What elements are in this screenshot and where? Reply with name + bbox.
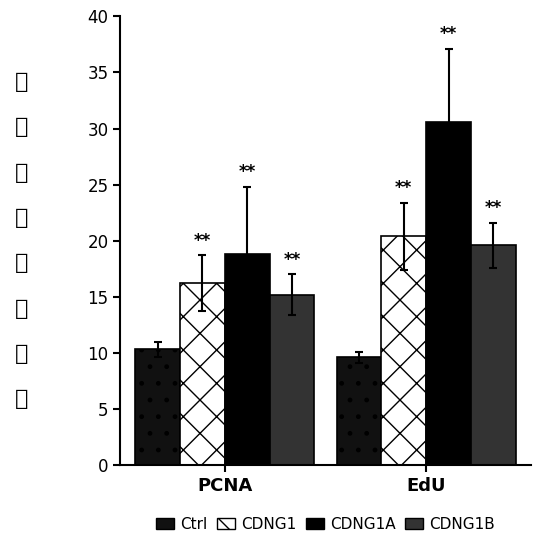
Text: 肌: 肌 — [15, 118, 28, 137]
Bar — [336, 357, 381, 465]
Text: **: ** — [238, 163, 256, 181]
Text: **: ** — [283, 251, 300, 269]
Text: 殖: 殖 — [15, 299, 28, 319]
Text: **: ** — [395, 179, 412, 197]
Text: **: ** — [485, 199, 502, 217]
Text: 增: 增 — [15, 253, 28, 274]
Bar — [225, 254, 270, 465]
Text: 数: 数 — [15, 389, 28, 409]
Text: 指: 指 — [15, 344, 28, 364]
Bar — [471, 245, 516, 465]
Text: 胞: 胞 — [15, 208, 28, 228]
Text: 心: 心 — [15, 72, 28, 92]
Bar — [135, 350, 180, 465]
Text: 细: 细 — [15, 162, 28, 183]
Text: **: ** — [194, 231, 211, 249]
Text: **: ** — [440, 25, 457, 43]
Legend: Ctrl, CDNG1, CDNG1A, CDNG1B: Ctrl, CDNG1, CDNG1A, CDNG1B — [150, 511, 501, 538]
Bar — [180, 283, 225, 465]
Bar — [270, 294, 315, 465]
Bar — [381, 236, 426, 465]
Bar — [426, 122, 471, 465]
